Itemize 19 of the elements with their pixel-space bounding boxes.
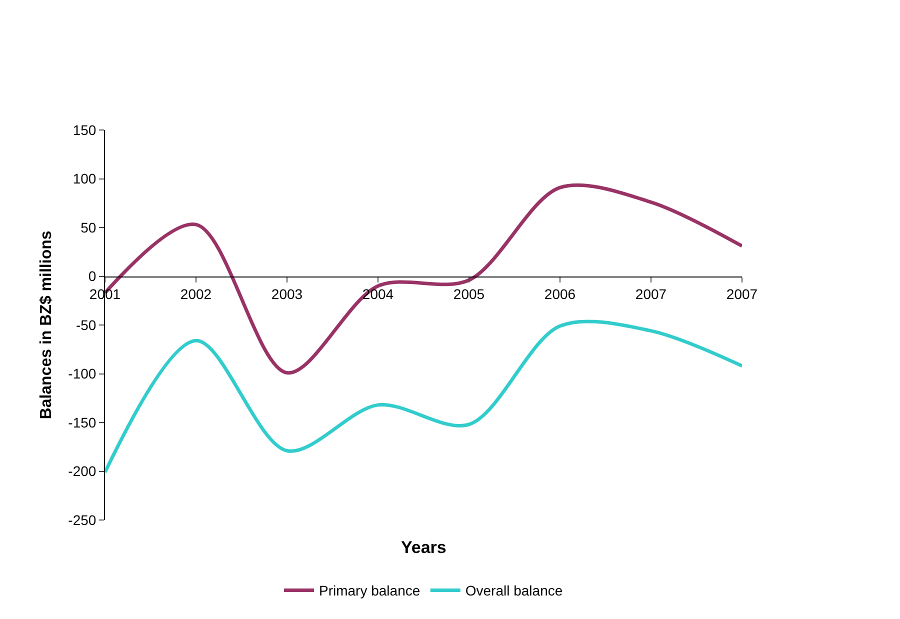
y-tick-label: -50	[76, 316, 96, 333]
y-tick-label: -250	[68, 512, 96, 528]
x-tick-label: 2006	[544, 286, 576, 302]
x-tick-label: 2005	[453, 286, 485, 302]
y-tick-label: -100	[68, 366, 96, 382]
x-tick-label: 2007	[726, 286, 758, 302]
y-tick-label: 50	[80, 219, 96, 236]
y-axis-title: Balances in BZ$ millions	[38, 230, 56, 420]
y-tick-label: -150	[68, 414, 96, 430]
y-tick-label: 150	[72, 122, 96, 138]
legend-label: Overall balance	[465, 582, 563, 599]
x-tick-label: 2007	[635, 286, 667, 302]
legend-label: Primary balance	[319, 582, 420, 599]
x-axis-title: Years	[401, 538, 446, 557]
y-tick-label: -200	[68, 463, 96, 480]
y-tick-label: 0	[88, 268, 96, 284]
y-tick-label: 100	[72, 170, 96, 187]
x-tick-label: 2002	[180, 286, 212, 302]
x-tick-label: 2003	[271, 286, 303, 302]
